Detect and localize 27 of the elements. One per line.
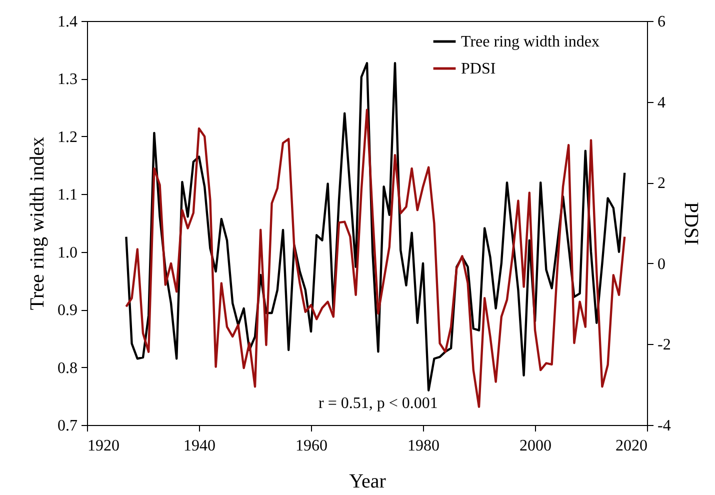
y-axis-title: Tree ring width index bbox=[26, 136, 48, 310]
x-tick-label: 1920 bbox=[88, 438, 120, 454]
legend-label: Tree ring width index bbox=[461, 34, 600, 50]
y2-tick-label: 4 bbox=[658, 94, 666, 112]
legend-label: PDSI bbox=[461, 60, 496, 78]
y2-tick-label: 0 bbox=[658, 256, 666, 273]
y-tick-label: 1.4 bbox=[58, 14, 78, 30]
y-tick-label: 0.9 bbox=[58, 302, 78, 320]
x-tick-label: 1980 bbox=[408, 438, 440, 454]
annotation: r = 0.51, p < 0.001 bbox=[318, 395, 438, 412]
x-tick-label: 1940 bbox=[184, 438, 216, 454]
y-tick-label: 1.0 bbox=[58, 244, 78, 262]
x-axis-title: Year bbox=[349, 470, 386, 492]
y-tick-label: 1.3 bbox=[58, 71, 78, 88]
y-tick-label: 0.7 bbox=[58, 418, 78, 434]
y2-axis-title: PDSI bbox=[680, 202, 702, 246]
line-series bbox=[125, 62, 626, 392]
x-tick-label: 2000 bbox=[520, 438, 552, 454]
x-tick-label: 1960 bbox=[296, 438, 328, 454]
y2-tick-label: -2 bbox=[658, 336, 671, 354]
y-tick-label: 1.1 bbox=[58, 186, 78, 204]
x-tick-label: 2020 bbox=[616, 438, 648, 454]
y-tick-label: 0.8 bbox=[58, 360, 78, 377]
y2-tick-label: -4 bbox=[658, 418, 671, 434]
y2-tick-label: 6 bbox=[658, 14, 666, 30]
y-tick-label: 1.2 bbox=[58, 128, 78, 146]
y2-tick-label: 2 bbox=[658, 175, 666, 192]
